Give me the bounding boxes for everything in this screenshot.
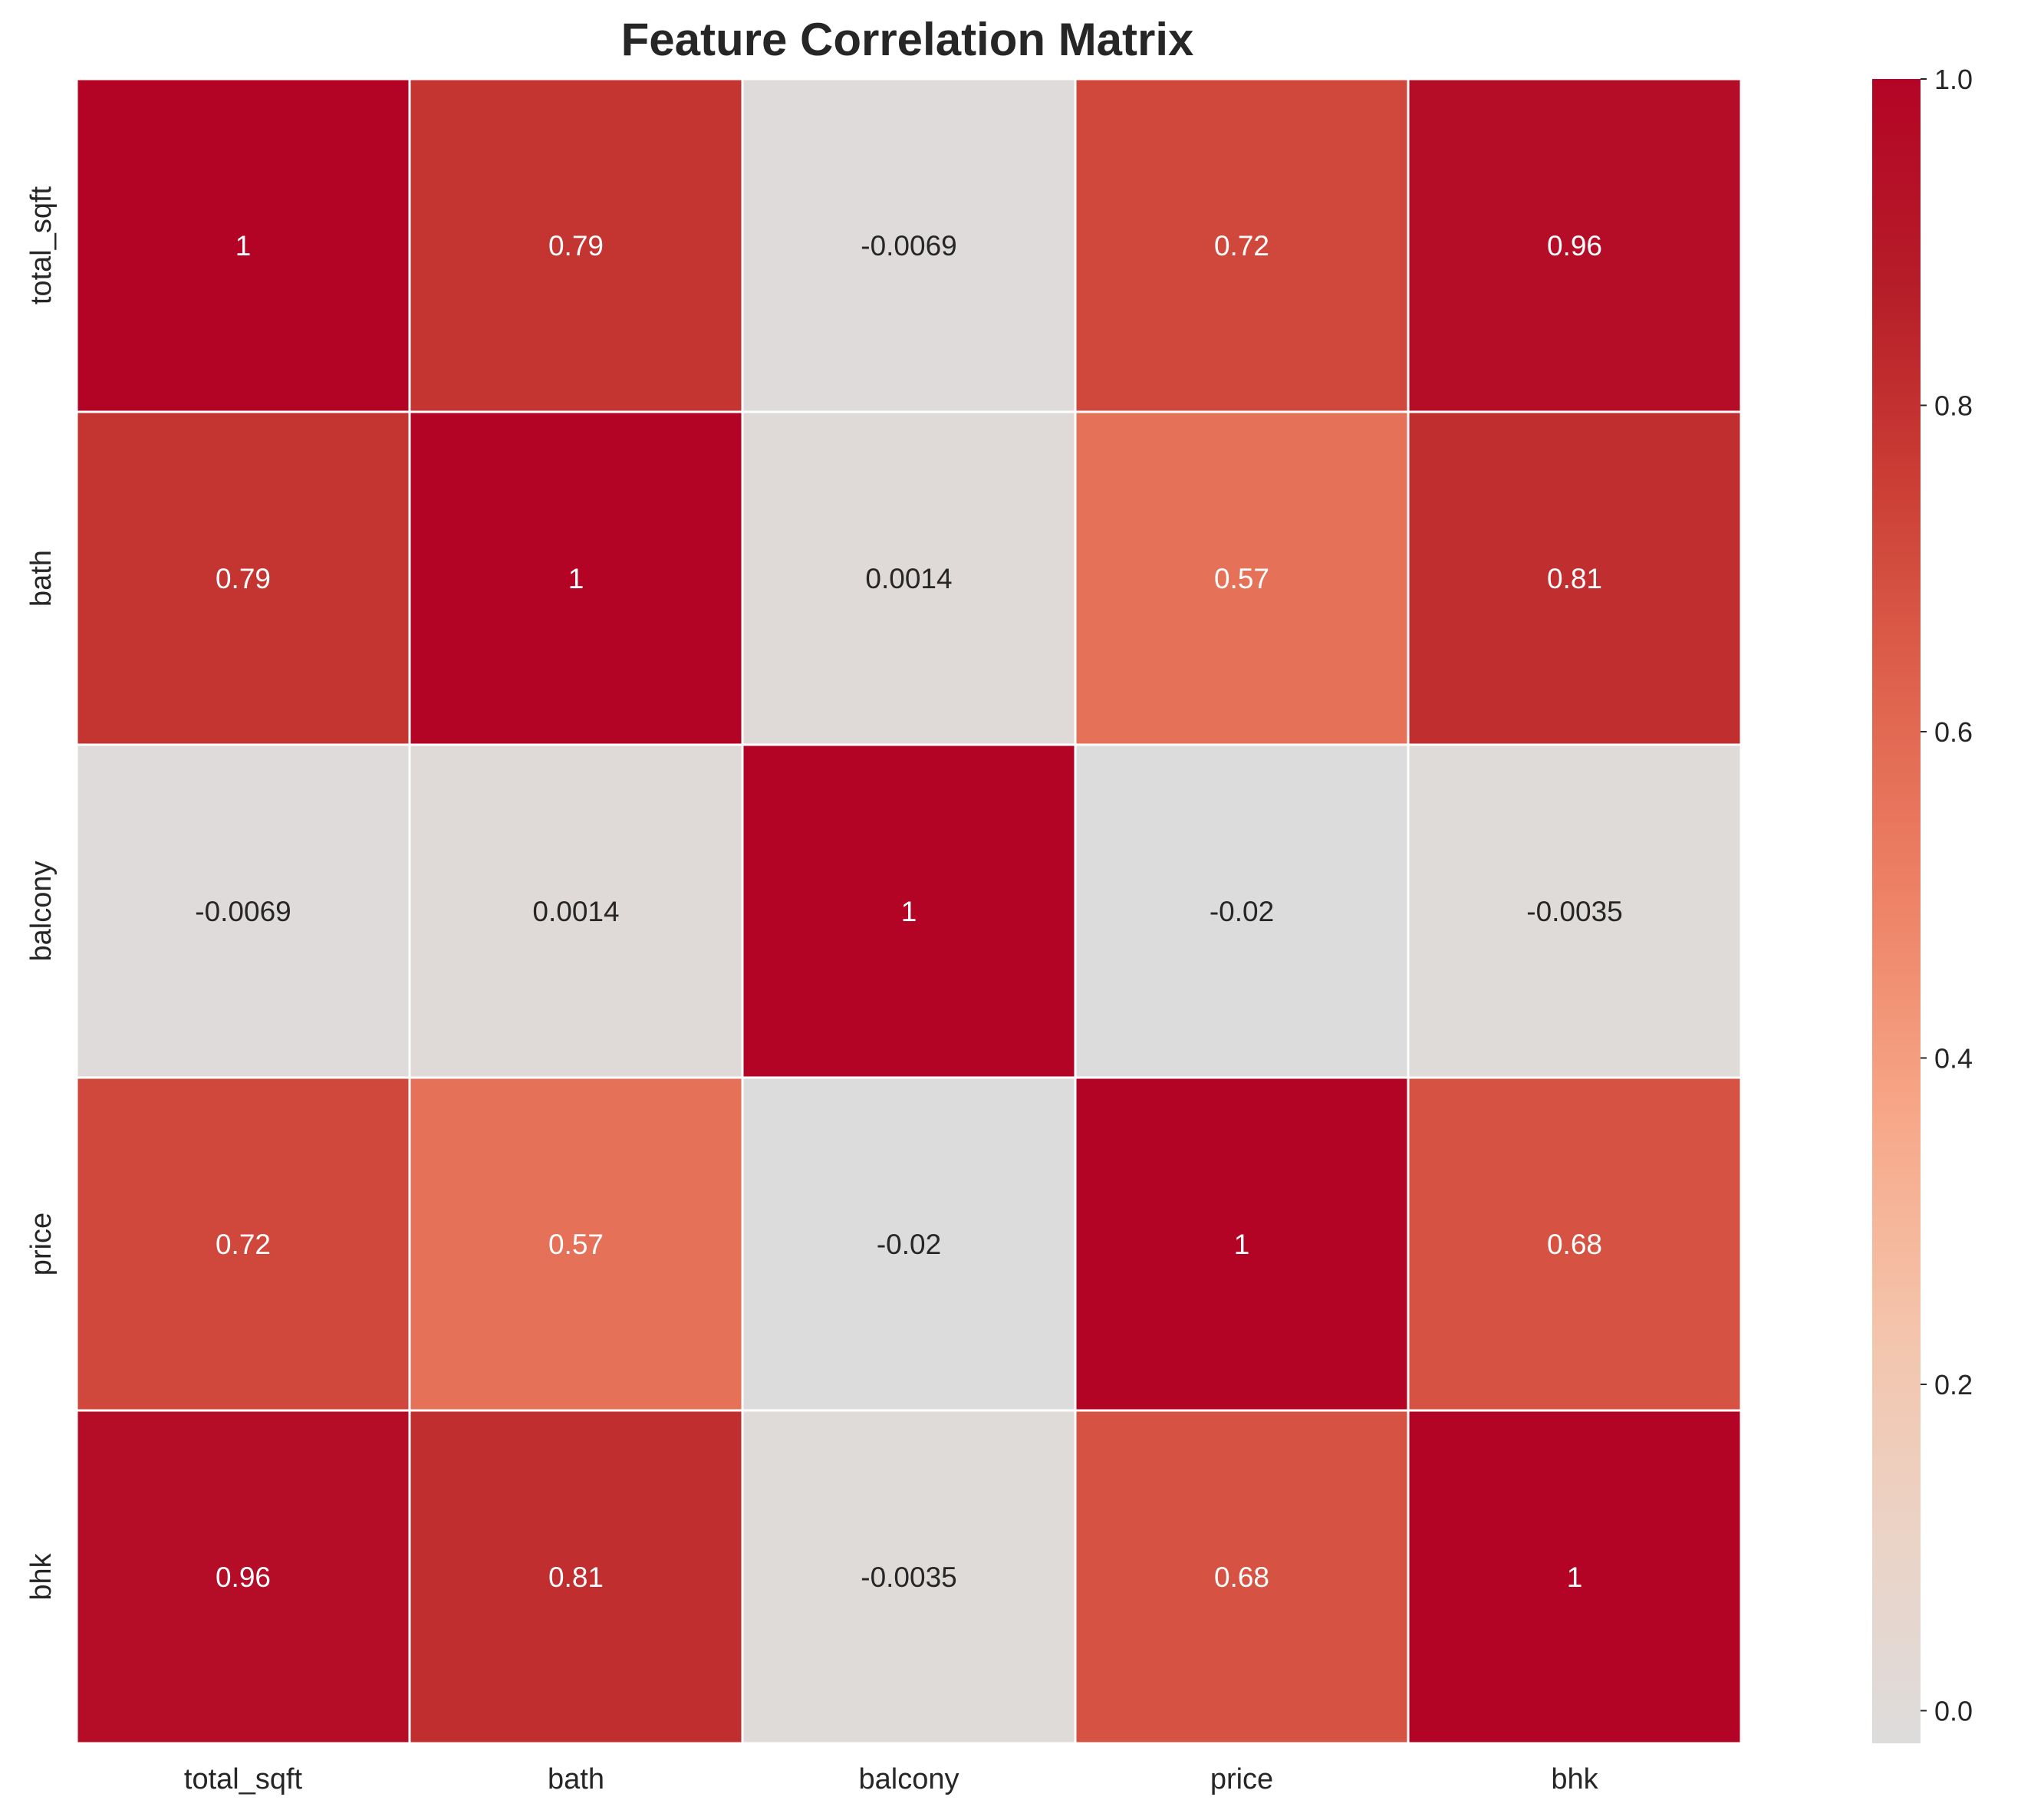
y-tick-label-total_sqft: total_sqft [25,186,58,304]
y-tick-label-balcony: balcony [25,861,58,962]
cell-value-label: 1 [235,230,252,262]
chart-title: Feature Correlation Matrix [621,14,1194,65]
cell-value-label: 0.72 [1214,230,1269,262]
heatmap-cell-price-total_sqft [75,1076,411,1412]
heatmap-cell-price-price [1074,1076,1410,1412]
heatmap-cell-bhk-bath [408,1409,744,1745]
cell-value-label: 1 [1234,1229,1250,1260]
heatmap-cell-total_sqft-bath [408,77,744,413]
cell-value-label: 0.68 [1214,1562,1269,1593]
heatmap-cell-bath-bath [408,410,744,746]
x-tick-label-balcony: balcony [859,1763,959,1795]
cell-value-label: 1 [568,563,584,594]
heatmap-cell-balcony-bath [408,743,744,1079]
heatmap-cell-total_sqft-total_sqft [75,77,411,413]
heatmap-cell-balcony-price [1074,743,1410,1079]
cell-value-label: 0.81 [548,1562,604,1593]
cell-value-label: -0.0035 [1526,896,1623,927]
colorbar-tick-label: 0.4 [1934,1042,1973,1074]
cell-value-label: 0.81 [1547,563,1602,594]
heatmap-cell-price-bath [408,1076,744,1412]
heatmap-cell-balcony-balcony [741,743,1077,1079]
heatmap-cell-bhk-bhk [1407,1409,1743,1745]
heatmap-cells: 1 0.79 -0.0069 0.72 0.96 0.79 1 0.0014 0.57 0.81 -… [75,77,1743,1745]
y-tick-label-price: price [25,1213,58,1275]
cell-value-label: 0.79 [548,230,604,262]
cell-value-label: -0.0035 [861,1562,957,1593]
cell-value-label: 0.57 [548,1229,604,1260]
cell-value-label: 0.0014 [532,896,619,927]
heatmap-cell-total_sqft-bhk [1407,77,1743,413]
colorbar-tick-label: 0.0 [1934,1695,1973,1726]
cell-value-label: 0.0014 [865,563,952,594]
colorbar-tick-label: 0.6 [1934,716,1973,748]
colorbar-tick-label: 0.8 [1934,390,1973,421]
cell-value-label: -0.0069 [861,230,957,262]
x-tick-label-bhk: bhk [1551,1763,1598,1795]
x-tick-label-bath: bath [548,1763,604,1795]
cell-value-label: 1 [901,896,917,927]
x-axis-ticks: total_sqft bath balcony price bhk [184,1763,1599,1795]
colorbar-gradient [1872,79,1921,1743]
y-tick-label-bath: bath [25,550,58,607]
colorbar-tick-label: 0.2 [1934,1369,1973,1400]
heatmap-cell-total_sqft-balcony [741,77,1077,413]
cell-value-label: -0.02 [1210,896,1274,927]
cell-value-label: 1 [1567,1562,1583,1593]
x-tick-label-price: price [1210,1763,1273,1795]
colorbar: 0.0 0.2 0.4 0.6 0.8 1.0 [1872,64,1973,1743]
heatmap-cell-total_sqft-price [1074,77,1410,413]
heatmap-cell-bath-total_sqft [75,410,411,746]
heatmap-cell-bhk-total_sqft [75,1409,411,1745]
heatmap-cell-price-balcony [741,1076,1077,1412]
cell-value-label: 0.79 [216,563,271,594]
cell-value-label: 0.68 [1547,1229,1602,1260]
heatmap-cell-price-bhk [1407,1076,1743,1412]
heatmap-cell-bhk-balcony [741,1409,1077,1745]
colorbar-tick-label: 1.0 [1934,64,1973,95]
y-tick-label-bhk: bhk [25,1552,58,1600]
cell-value-label: 0.57 [1214,563,1269,594]
heatmap-cell-bath-bhk [1407,410,1743,746]
cell-value-label: 0.96 [1547,230,1602,262]
cell-value-label: -0.02 [877,1229,941,1260]
heatmap-cell-balcony-bhk [1407,743,1743,1079]
cell-value-label: 0.72 [216,1229,271,1260]
cell-value-label: -0.0069 [195,896,291,927]
heatmap-cell-bath-balcony [741,410,1077,746]
cell-value-label: 0.96 [216,1562,271,1593]
x-tick-label-total_sqft: total_sqft [184,1763,303,1795]
